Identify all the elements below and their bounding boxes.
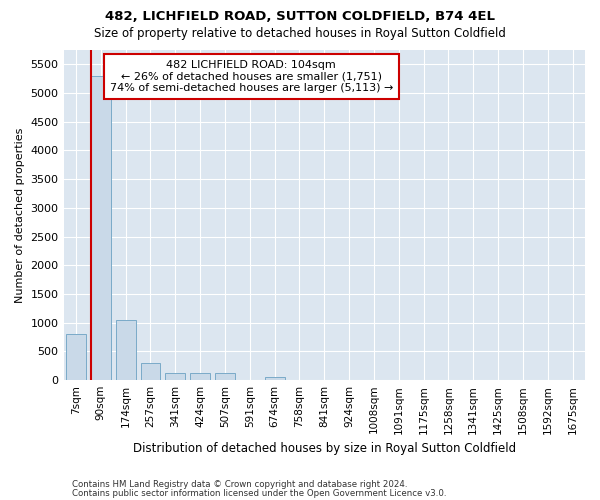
Text: 482 LICHFIELD ROAD: 104sqm
← 26% of detached houses are smaller (1,751)
74% of s: 482 LICHFIELD ROAD: 104sqm ← 26% of deta…: [110, 60, 393, 93]
Bar: [215, 373, 235, 380]
Y-axis label: Number of detached properties: Number of detached properties: [15, 128, 25, 302]
Bar: [265, 378, 284, 380]
Bar: [116, 320, 136, 380]
Bar: [66, 334, 86, 380]
Bar: [91, 76, 111, 380]
Text: Size of property relative to detached houses in Royal Sutton Coldfield: Size of property relative to detached ho…: [94, 28, 506, 40]
X-axis label: Distribution of detached houses by size in Royal Sutton Coldfield: Distribution of detached houses by size …: [133, 442, 516, 455]
Text: Contains public sector information licensed under the Open Government Licence v3: Contains public sector information licen…: [72, 488, 446, 498]
Bar: [166, 372, 185, 380]
Bar: [190, 373, 210, 380]
Text: Contains HM Land Registry data © Crown copyright and database right 2024.: Contains HM Land Registry data © Crown c…: [72, 480, 407, 489]
Bar: [140, 363, 160, 380]
Text: 482, LICHFIELD ROAD, SUTTON COLDFIELD, B74 4EL: 482, LICHFIELD ROAD, SUTTON COLDFIELD, B…: [105, 10, 495, 23]
